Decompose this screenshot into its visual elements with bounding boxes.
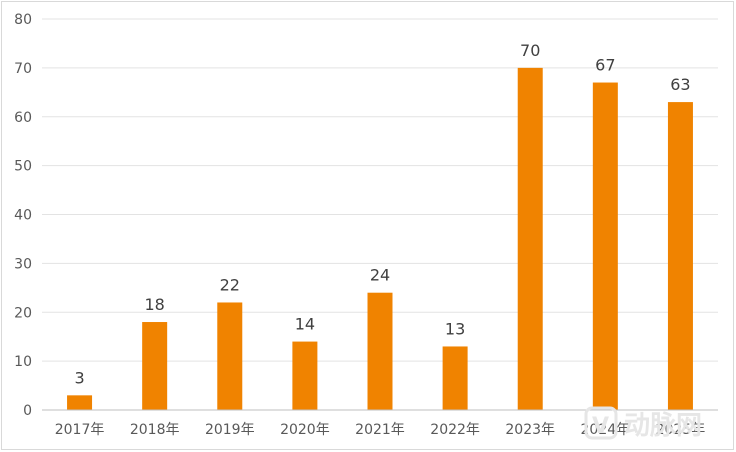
data-label: 14 [295, 315, 315, 334]
x-tick-label: 2023年 [505, 422, 555, 438]
bar [592, 82, 618, 410]
y-tick-label: 50 [14, 159, 32, 175]
watermark-text: 动脉网 [624, 411, 702, 441]
bar [667, 102, 693, 411]
bar [442, 346, 468, 410]
y-tick-label: 70 [14, 61, 32, 77]
data-label: 13 [445, 319, 465, 338]
data-label: 24 [370, 266, 390, 285]
y-tick-label: 40 [14, 208, 32, 224]
bar [367, 292, 393, 410]
v-logo-icon [584, 406, 618, 440]
bar [67, 395, 93, 410]
y-tick-label: 20 [14, 305, 32, 321]
x-tick-label: 2022年 [430, 422, 480, 438]
x-tick-label: 2025年 [656, 422, 706, 438]
x-tick-label: 2018年 [130, 422, 180, 438]
watermark: V 动脉网 [584, 406, 702, 441]
y-tick-label: 60 [14, 110, 32, 126]
v-logo-letter: V [592, 414, 609, 439]
bar [217, 302, 243, 410]
data-label: 3 [74, 368, 84, 387]
bar [142, 322, 168, 410]
bars [67, 67, 693, 411]
x-tick-label: 2020年 [280, 422, 330, 438]
data-labels: 3 18 22 14 24 13 70 67 63 [74, 41, 690, 387]
y-tick-label: 80 [14, 12, 32, 28]
x-tick-label: 2017年 [55, 422, 105, 438]
data-label: 18 [144, 295, 164, 314]
y-tick-label: 10 [14, 354, 32, 370]
y-tick-label: 0 [23, 403, 32, 419]
bar [517, 67, 543, 410]
data-label: 22 [220, 275, 240, 294]
data-label: 63 [670, 75, 690, 94]
x-tick-label: 2024年 [581, 422, 631, 438]
data-label: 70 [520, 41, 540, 60]
x-tick-label: 2019年 [205, 422, 255, 438]
x-tick-label: 2021年 [355, 422, 405, 438]
bar [292, 341, 318, 410]
y-axis-ticks: 0 10 20 30 40 50 60 70 80 [14, 12, 32, 419]
y-tick-label: 30 [14, 256, 32, 272]
x-axis-ticks: 2017年 2018年 2019年 2020年 2021年 2022年 2023年 2024年… [55, 422, 706, 438]
data-label: 67 [595, 56, 615, 75]
